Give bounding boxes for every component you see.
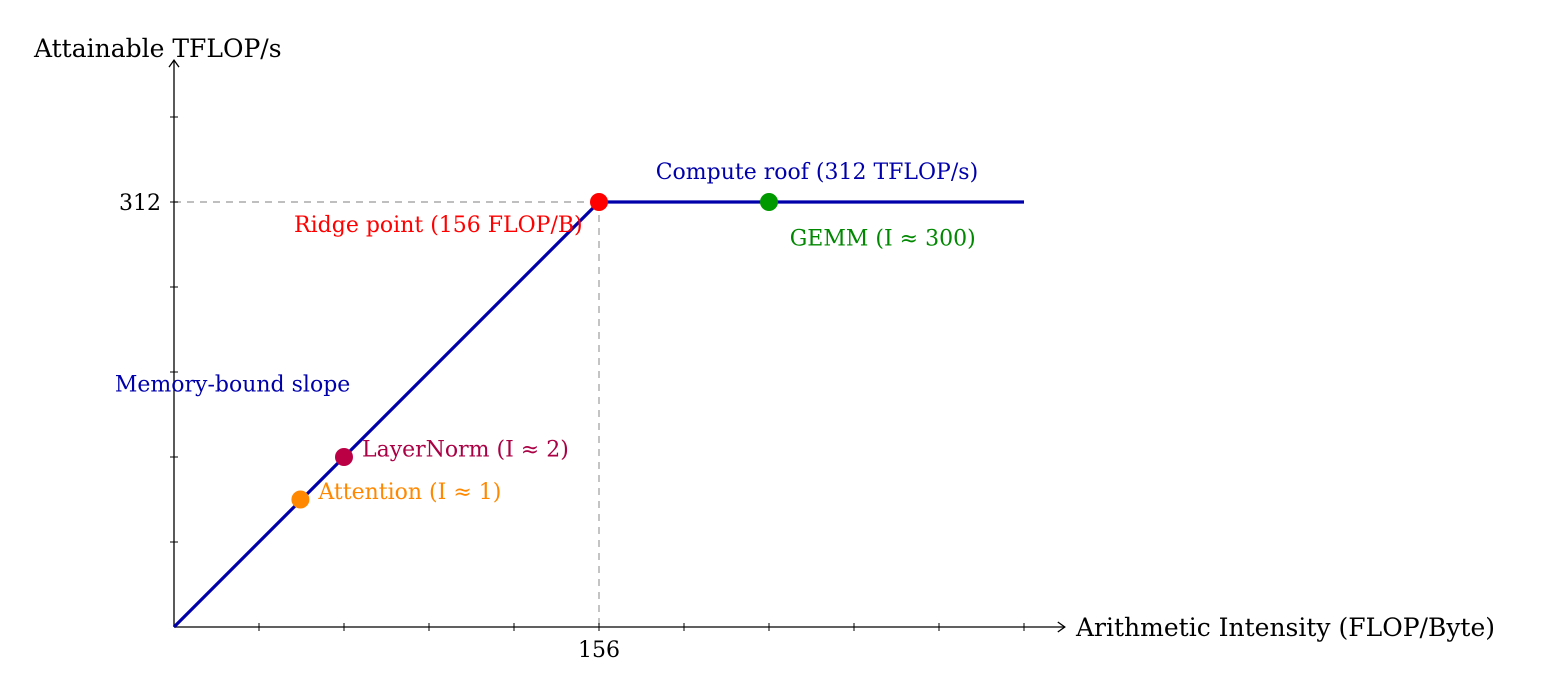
annotation-gemm: GEMM (I ≈ 300) <box>790 227 976 252</box>
ridge-guide-lines <box>174 201 600 627</box>
point-layernorm <box>335 448 353 466</box>
y-axis-arrow <box>168 59 180 68</box>
annotation-layernorm: LayerNorm (I ≈ 2) <box>362 438 569 463</box>
y-tick-label-0: 312 <box>119 191 161 216</box>
y-axis-label: Attainable TFLOP/s <box>33 34 282 63</box>
point-attention <box>291 490 310 509</box>
kernel-points <box>291 193 778 509</box>
axis-ticks: 156 312 <box>119 116 1025 663</box>
chart-labels: Attainable TFLOP/s Arithmetic Intensity … <box>33 34 1495 642</box>
axes <box>168 59 1066 633</box>
point-gemm <box>760 193 778 211</box>
x-axis-label: Arithmetic Intensity (FLOP/Byte) <box>1075 613 1495 642</box>
x-tick-label-0: 156 <box>578 638 620 663</box>
annotation-memory-slope: Memory-bound slope <box>115 372 350 397</box>
annotation-attention: Attention (I ≈ 1) <box>317 480 501 505</box>
point-ridge-point <box>590 193 608 211</box>
x-axis-arrow <box>1057 621 1066 633</box>
annotation-compute-roof: Compute roof (312 TFLOP/s) <box>656 160 978 185</box>
annotation-ridge: Ridge point (156 FLOP/B) <box>294 213 583 238</box>
